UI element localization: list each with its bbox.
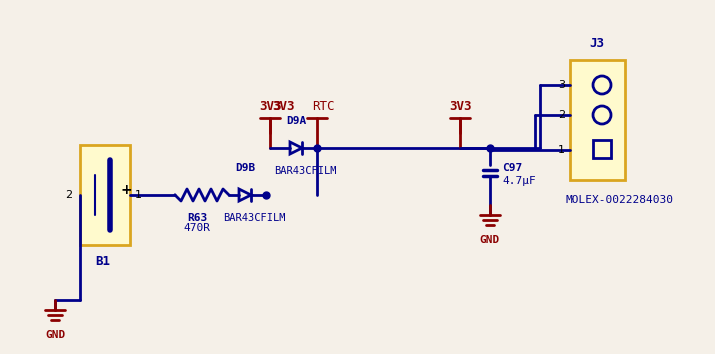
Text: D9A: D9A — [286, 116, 306, 126]
Text: 3V3: 3V3 — [259, 100, 281, 113]
FancyBboxPatch shape — [80, 145, 130, 245]
Text: D9B: D9B — [235, 163, 255, 173]
Text: 2: 2 — [65, 190, 72, 200]
Text: B1: B1 — [96, 255, 111, 268]
Text: 1: 1 — [558, 145, 565, 155]
Text: C97: C97 — [502, 163, 522, 173]
Text: 3V3: 3V3 — [449, 100, 471, 113]
FancyBboxPatch shape — [593, 140, 611, 158]
Text: GND: GND — [45, 330, 65, 340]
Text: RTC: RTC — [312, 100, 335, 113]
Text: 1: 1 — [135, 190, 142, 200]
Text: GND: GND — [480, 235, 500, 245]
Text: MOLEX-0022284030: MOLEX-0022284030 — [565, 195, 673, 205]
Text: BAR43CFILM: BAR43CFILM — [223, 213, 285, 223]
Text: +: + — [120, 183, 132, 197]
Text: R63: R63 — [187, 213, 207, 223]
Text: J3: J3 — [589, 37, 604, 50]
Text: 3: 3 — [558, 80, 565, 90]
Text: 4.7μF: 4.7μF — [502, 176, 536, 186]
Text: BAR43CFILM: BAR43CFILM — [274, 166, 336, 176]
Text: 2: 2 — [558, 110, 565, 120]
FancyBboxPatch shape — [570, 60, 625, 180]
Text: 470R: 470R — [184, 223, 210, 233]
Text: 3V3: 3V3 — [272, 100, 295, 113]
